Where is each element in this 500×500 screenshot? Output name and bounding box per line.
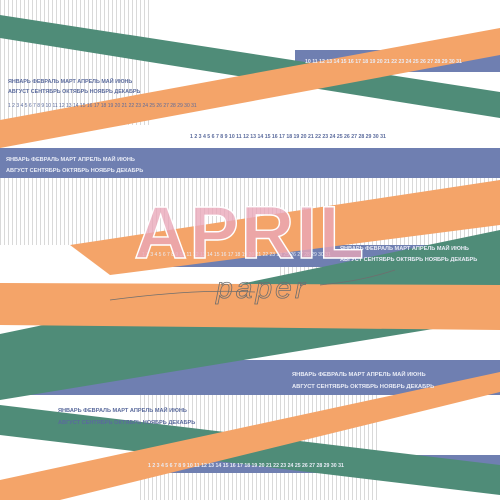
green-ribbon-1 xyxy=(0,15,500,118)
months-row2-band3: АВГУСТ СЕНТЯБРЬ ОКТЯБРЬ НОЯБРЬ ДЕКАБРЬ xyxy=(340,257,477,263)
purple-band-2 xyxy=(0,148,500,178)
months-row2-band2: АВГУСТ СЕНТЯБРЬ ОКТЯБРЬ НОЯБРЬ ДЕКАБРЬ xyxy=(6,168,143,174)
orange-ribbon-3 xyxy=(70,180,500,275)
orange-ribbon-4 xyxy=(0,372,500,500)
orange-ribbon-2 xyxy=(0,283,500,330)
months-row1-top: ЯНВАРЬ ФЕВРАЛЬ МАРТ АПРЕЛЬ МАЙ ИЮНЬ xyxy=(8,77,132,85)
months-row1-band2: ЯНВАРЬ ФЕВРАЛЬ МАРТ АПРЕЛЬ МАЙ ИЮНЬ xyxy=(6,155,135,163)
day-numbers-band3: 1 2 3 4 5 6 7 8 9 10 11 12 13 14 15 16 1… xyxy=(142,252,331,258)
months-row2-top: АВГУСТ СЕНТЯБРЬ ОКТЯБРЬ НОЯБРЬ ДЕКАБРЬ xyxy=(8,89,140,95)
months-row2-bottom: АВГУСТ СЕНТЯБРЬ ОКТЯБРЬ НОЯБРЬ ДЕКАБРЬ xyxy=(58,420,195,426)
months-row2-band4: АВГУСТ СЕНТЯБРЬ ОКТЯБРЬ НОЯБРЬ ДЕКАБРЬ xyxy=(292,384,434,390)
day-numbers-top: 10 11 12 13 14 15 16 17 18 19 20 21 22 2… xyxy=(305,59,462,65)
day-numbers-top-panel: 1 2 3 4 5 6 7 8 9 10 11 12 13 14 15 16 1… xyxy=(8,103,197,109)
day-numbers-mid: 1 2 3 4 5 6 7 8 9 10 11 12 13 14 15 16 1… xyxy=(190,134,386,140)
months-row1-band3: ЯНВАРЬ ФЕВРАЛЬ МАРТ АПРЕЛЬ МАЙ ИЮНЬ xyxy=(340,244,469,252)
months-row1-bottom: ЯНВАРЬ ФЕВРАЛЬ МАРТ АПРЕЛЬ МАЙ ИЮНЬ xyxy=(58,406,187,414)
months-row1-band4: ЯНВАРЬ ФЕВРАЛЬ МАРТ АПРЕЛЬ МАЙ ИЮНЬ xyxy=(292,370,426,378)
day-numbers-bottom: 1 2 3 4 5 6 7 8 9 10 11 12 13 14 15 16 1… xyxy=(148,463,344,469)
calendar-labels: 10 11 12 13 14 15 16 17 18 19 20 21 22 2… xyxy=(6,59,477,469)
orange-ribbon-1 xyxy=(0,28,500,148)
